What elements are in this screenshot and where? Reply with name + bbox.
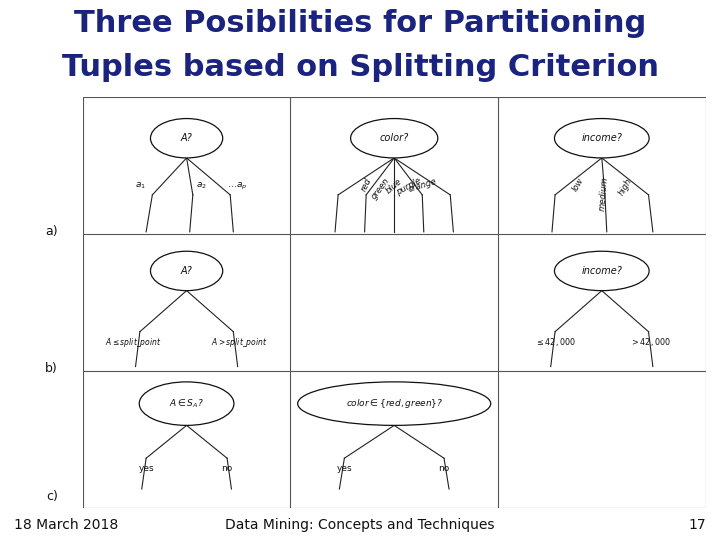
Text: $A \leq split\_point$: $A \leq split\_point$ xyxy=(105,336,162,349)
Text: blue: blue xyxy=(384,177,404,195)
Text: Three Posibilities for Partitioning: Three Posibilities for Partitioning xyxy=(74,9,646,38)
Text: medium: medium xyxy=(598,177,609,212)
Text: $a_2$: $a_2$ xyxy=(196,180,207,191)
Text: $a_1$: $a_1$ xyxy=(135,180,146,191)
Text: income?: income? xyxy=(581,133,622,143)
Ellipse shape xyxy=(150,119,222,158)
Text: Data Mining: Concepts and Techniques: Data Mining: Concepts and Techniques xyxy=(225,518,495,532)
Text: 17: 17 xyxy=(688,518,706,532)
Text: $\ldots a_p$: $\ldots a_p$ xyxy=(227,180,248,192)
Text: $A \in S_A$?: $A \in S_A$? xyxy=(169,397,204,410)
Text: $color \in \{red, green\}$?: $color \in \{red, green\}$? xyxy=(346,397,443,410)
Text: b): b) xyxy=(45,362,58,375)
Ellipse shape xyxy=(554,251,649,291)
Text: a): a) xyxy=(45,225,58,238)
Text: $\leq 42,000$: $\leq 42,000$ xyxy=(535,336,575,348)
Text: low: low xyxy=(571,177,586,193)
Text: orange: orange xyxy=(407,177,438,194)
Text: $A > split\_point$: $A > split\_point$ xyxy=(211,336,268,349)
Ellipse shape xyxy=(139,382,234,426)
Text: Tuples based on Splitting Criterion: Tuples based on Splitting Criterion xyxy=(61,53,659,82)
Text: high: high xyxy=(617,177,634,197)
Text: color?: color? xyxy=(379,133,409,143)
Text: red: red xyxy=(359,177,373,193)
Ellipse shape xyxy=(297,382,491,426)
Text: no: no xyxy=(222,464,233,474)
Ellipse shape xyxy=(554,119,649,158)
Text: A?: A? xyxy=(181,133,192,143)
Text: no: no xyxy=(438,464,450,474)
Text: income?: income? xyxy=(581,266,622,276)
Text: c): c) xyxy=(46,490,58,503)
Text: $> 42,000$: $> 42,000$ xyxy=(630,336,671,348)
Ellipse shape xyxy=(351,119,438,158)
Text: 18 March 2018: 18 March 2018 xyxy=(14,518,119,532)
Text: yes: yes xyxy=(138,464,154,474)
Ellipse shape xyxy=(150,251,222,291)
Text: green: green xyxy=(369,177,391,201)
Text: yes: yes xyxy=(336,464,352,474)
Text: A?: A? xyxy=(181,266,192,276)
Text: purple: purple xyxy=(395,177,422,197)
